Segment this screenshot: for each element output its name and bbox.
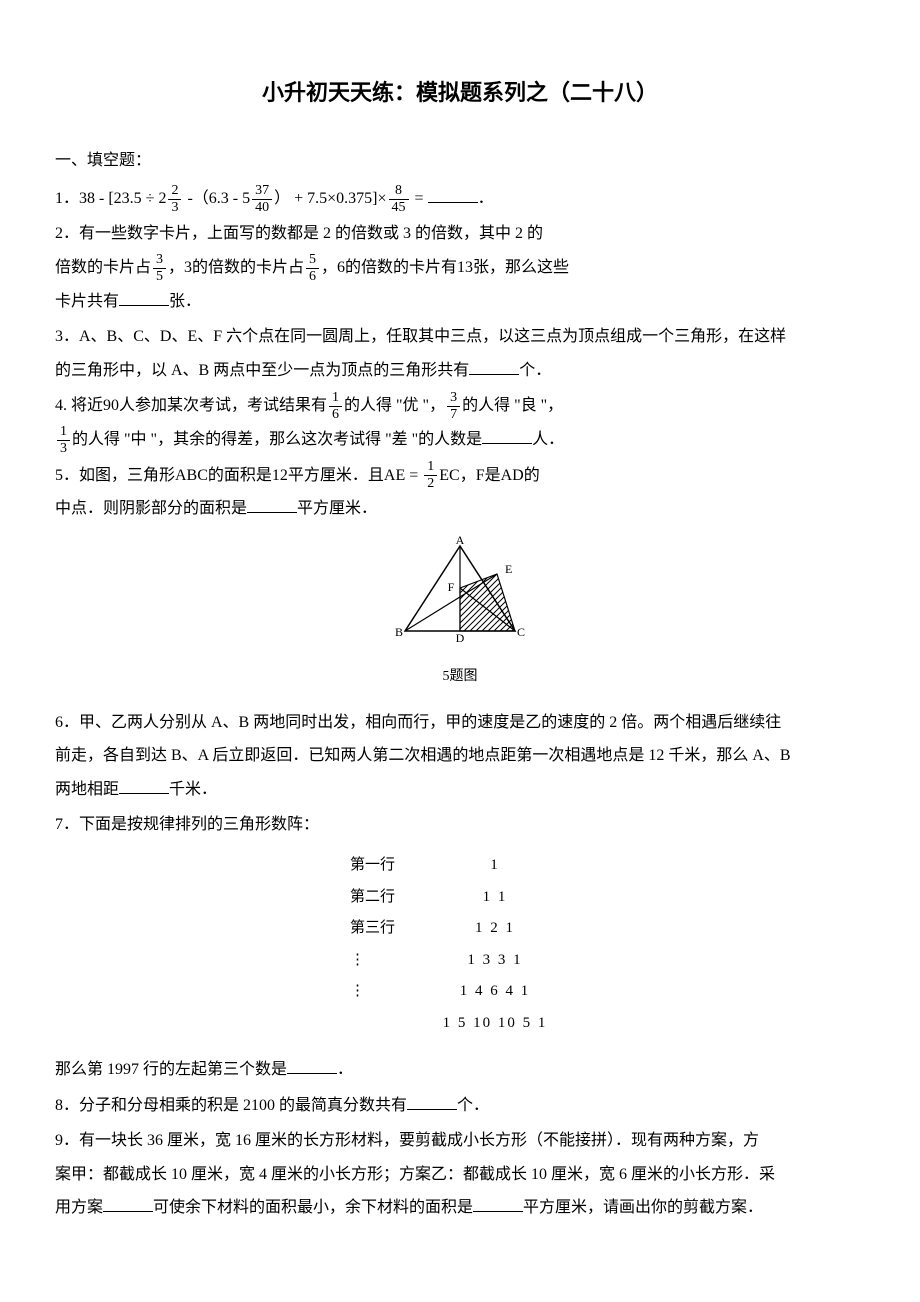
q3-text: 的三角形中，以 A、B 两点中至少一点为顶点的三角形共有: [55, 362, 469, 379]
answer-blank: [482, 428, 532, 444]
svg-text:B: B: [395, 625, 403, 639]
q6-line1: 6．甲、乙两人分别从 A、B 两地同时出发，相向而行，甲的速度是乙的速度的 2 …: [55, 706, 865, 740]
fraction: 13: [57, 425, 70, 456]
figure-5: A B C D E F 5题图: [55, 536, 865, 692]
answer-blank: [428, 187, 478, 203]
fraction: 23: [168, 184, 181, 215]
pascal-triangle: 第一行1第二行1 1第三行1 2 1⋮1 3 3 1⋮1 4 6 4 11 5 …: [55, 850, 865, 1039]
pascal-row-label: ⋮: [350, 976, 420, 1008]
q1-text: ） + 7.5×0.375]×: [274, 190, 386, 207]
pascal-row-values: 1 3 3 1: [420, 945, 570, 977]
section-1-header: 一、填空题：: [55, 144, 865, 178]
pascal-row-label: 第二行: [350, 882, 420, 914]
q2-text: 卡片共有: [55, 293, 119, 310]
question-7: 7．下面是按规律排列的三角形数阵：: [55, 808, 865, 842]
answer-blank: [247, 497, 297, 513]
q7-text: 那么第 1997 行的左起第三个数是: [55, 1061, 287, 1078]
answer-blank: [103, 1196, 153, 1212]
question-2: 2．有一些数字卡片，上面写的数都是 2 的倍数或 3 的倍数，其中 2 的 倍数…: [55, 217, 865, 318]
q9-text: 可使余下材料的面积最小，余下材料的面积是: [153, 1199, 473, 1216]
answer-blank: [473, 1196, 523, 1212]
q5-text: EC，F是AD的: [439, 467, 539, 484]
q7-line1: 7．下面是按规律排列的三角形数阵：: [55, 808, 865, 842]
fraction: 35: [153, 253, 166, 284]
q8-text: 8．分子和分母相乘的积是 2100 的最简真分数共有: [55, 1097, 407, 1114]
q9-line2: 案甲：都截成长 10 厘米，宽 4 厘米的小长方形；方案乙：都截成长 10 厘米…: [55, 1158, 865, 1192]
q4-text: 的人得 "中 "，其余的得差，那么这次考试得 "差 "的人数是: [72, 431, 482, 448]
q5-text: 中点．则阴影部分的面积是: [55, 500, 247, 517]
svg-text:F: F: [448, 580, 455, 594]
q2-text: ，3的倍数的卡片占: [168, 259, 304, 276]
pascal-row-values: 1 4 6 4 1: [420, 976, 570, 1008]
question-5: 5．如图，三角形ABC的面积是12平方厘米．且AE = 12EC，F是AD的 中…: [55, 459, 865, 526]
q2-text: 张．: [169, 293, 201, 310]
pascal-row-values: 1 5 10 10 5 1: [420, 1008, 570, 1040]
question-7b: 那么第 1997 行的左起第三个数是 ．: [55, 1053, 865, 1087]
fraction: 37: [447, 391, 460, 422]
answer-blank: [119, 778, 169, 794]
q2-line1: 2．有一些数字卡片，上面写的数都是 2 的倍数或 3 的倍数，其中 2 的: [55, 217, 865, 251]
q5-text: 5．如图，三角形ABC的面积是12平方厘米．且AE =: [55, 467, 422, 484]
pascal-row: 第一行1: [55, 850, 865, 882]
q8-text: 个．: [457, 1097, 489, 1114]
answer-blank: [407, 1094, 457, 1110]
pascal-row-label: 第三行: [350, 913, 420, 945]
answer-blank: [287, 1058, 337, 1074]
pascal-row-label: [350, 1008, 420, 1040]
q3-text: 个．: [519, 362, 551, 379]
question-9: 9．有一块长 36 厘米，宽 16 厘米的长方形材料，要剪截成小长方形（不能接拼…: [55, 1124, 865, 1225]
question-8: 8．分子和分母相乘的积是 2100 的最简真分数共有 个．: [55, 1089, 865, 1123]
question-3: 3．A、B、C、D、E、F 六个点在同一圆周上，任取其中三点，以这三点为顶点组成…: [55, 320, 865, 387]
q2-text: 倍数的卡片占: [55, 259, 151, 276]
question-4: 4. 将近90人参加某次考试，考试结果有16的人得 "优 "，37的人得 "良 …: [55, 389, 865, 456]
pascal-row: 第三行1 2 1: [55, 913, 865, 945]
q5-text: 平方厘米．: [297, 500, 377, 517]
q4-text: 的人得 "良 "，: [462, 397, 563, 414]
q1-text: 1．38 - [23.5 ÷ 2: [55, 190, 166, 207]
pascal-row-label: 第一行: [350, 850, 420, 882]
svg-text:C: C: [517, 625, 525, 639]
svg-text:A: A: [456, 536, 465, 547]
figure-5-caption: 5题图: [55, 662, 865, 691]
question-6: 6．甲、乙两人分别从 A、B 两地同时出发，相向而行，甲的速度是乙的速度的 2 …: [55, 706, 865, 807]
fraction: 16: [329, 391, 342, 422]
q1-text: =: [411, 190, 428, 207]
q6-text: 千米．: [169, 781, 217, 798]
fraction: 56: [306, 253, 319, 284]
fraction: 12: [424, 460, 437, 491]
q1-text: ．: [478, 190, 494, 207]
q3-line1: 3．A、B、C、D、E、F 六个点在同一圆周上，任取其中三点，以这三点为顶点组成…: [55, 320, 865, 354]
q7-text: ．: [337, 1061, 353, 1078]
q6-text: 两地相距: [55, 781, 119, 798]
q9-text: 用方案: [55, 1199, 103, 1216]
pascal-row: 1 5 10 10 5 1: [55, 1008, 865, 1040]
pascal-row: ⋮1 4 6 4 1: [55, 976, 865, 1008]
page-title: 小升初天天练：模拟题系列之（二十八）: [55, 70, 865, 116]
q6-line2: 前走，各自到达 B、A 后立即返回．已知两人第二次相遇的地点距第一次相遇地点是 …: [55, 739, 865, 773]
question-1: 1．38 - [23.5 ÷ 223 -（6.3 - 53740） + 7.5×…: [55, 182, 865, 216]
answer-blank: [119, 290, 169, 306]
q4-text: 的人得 "优 "，: [344, 397, 445, 414]
q2-text: ，6的倍数的卡片有13张，那么这些: [321, 259, 569, 276]
q9-text: 平方厘米，请画出你的剪截方案．: [523, 1199, 763, 1216]
q1-text: -（6.3 - 5: [183, 190, 250, 207]
q4-text: 4. 将近90人参加某次考试，考试结果有: [55, 397, 327, 414]
pascal-row-values: 1 1: [420, 882, 570, 914]
pascal-row: 第二行1 1: [55, 882, 865, 914]
svg-text:E: E: [505, 562, 512, 576]
pascal-row: ⋮1 3 3 1: [55, 945, 865, 977]
triangle-diagram-icon: A B C D E F: [385, 536, 535, 646]
q4-text: 人．: [532, 431, 564, 448]
q9-line1: 9．有一块长 36 厘米，宽 16 厘米的长方形材料，要剪截成小长方形（不能接拼…: [55, 1124, 865, 1158]
fraction: 3740: [252, 184, 272, 215]
pascal-row-label: ⋮: [350, 945, 420, 977]
fraction: 845: [389, 184, 409, 215]
pascal-row-values: 1: [420, 850, 570, 882]
answer-blank: [469, 359, 519, 375]
svg-text:D: D: [456, 631, 465, 645]
pascal-row-values: 1 2 1: [420, 913, 570, 945]
